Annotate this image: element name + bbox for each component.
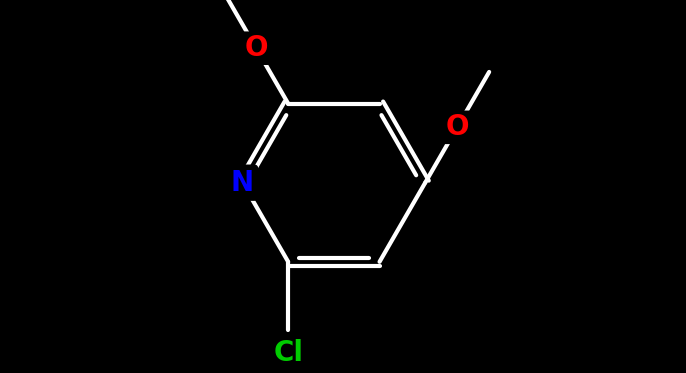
Text: O: O [445,113,469,141]
Text: O: O [244,34,268,62]
Text: Cl: Cl [273,339,303,367]
Text: N: N [231,169,254,197]
